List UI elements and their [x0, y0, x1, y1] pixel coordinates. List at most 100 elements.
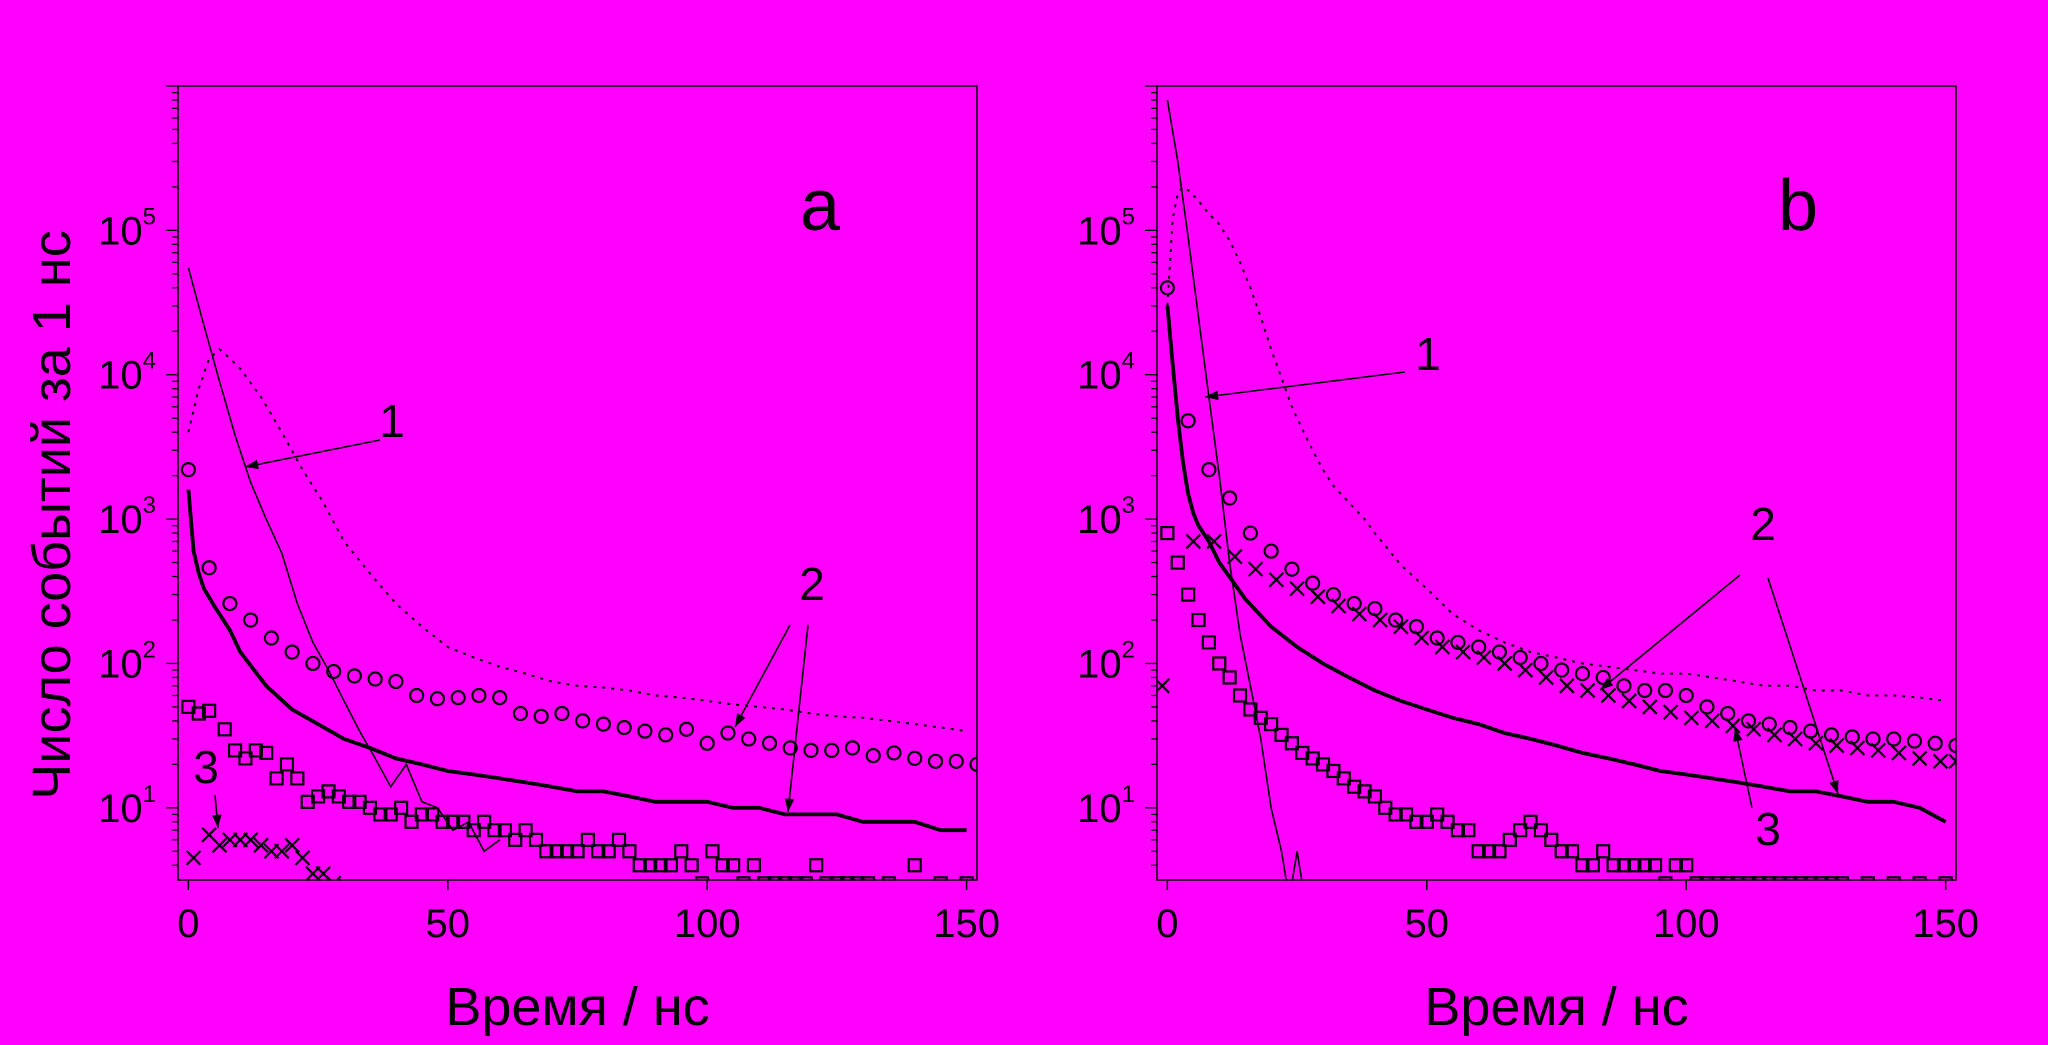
square-marker [497, 823, 512, 838]
circle-marker [1491, 644, 1508, 660]
circle-marker [243, 612, 259, 628]
square-marker [860, 876, 876, 880]
square-marker [290, 771, 305, 786]
arrowhead [245, 459, 259, 470]
square-marker [1471, 844, 1486, 859]
square-marker [1367, 789, 1383, 804]
cross-marker [1948, 753, 1956, 770]
square-marker [539, 844, 554, 859]
circle-marker [720, 725, 736, 741]
square-marker [1824, 876, 1839, 880]
square-marker [1388, 807, 1403, 822]
cross-marker [1891, 745, 1907, 761]
cross-marker [1289, 580, 1305, 597]
cross-marker [1185, 533, 1202, 550]
annotation-arrow [1734, 727, 1753, 809]
square-marker [653, 858, 668, 873]
square-marker [1803, 876, 1818, 880]
square-marker [1201, 635, 1216, 650]
square-marker [1232, 688, 1248, 703]
cross-marker [1157, 678, 1170, 694]
square-marker [1212, 656, 1227, 671]
circle-marker [699, 735, 715, 751]
circle-marker [678, 721, 695, 737]
series-dotted-line [187, 347, 967, 733]
square-marker [1762, 876, 1777, 880]
square-marker [767, 876, 782, 880]
square-marker [601, 844, 616, 859]
square-marker [342, 794, 357, 809]
square-marker [1461, 823, 1476, 838]
square-marker [1938, 876, 1953, 880]
square-marker [1544, 832, 1559, 847]
circle-marker [1657, 682, 1674, 699]
circle-marker [201, 560, 217, 576]
square-marker [487, 823, 502, 838]
square-marker [1689, 876, 1704, 880]
x-tick-label: 0 [1156, 902, 1178, 946]
circle-marker [575, 713, 591, 729]
square-marker [1336, 771, 1351, 786]
square-marker [456, 814, 471, 829]
cross-marker [1413, 630, 1430, 646]
square-marker [404, 814, 419, 829]
cross-marker [1849, 740, 1866, 756]
cross-marker [1683, 710, 1700, 726]
y-tick-label: 105 [1077, 203, 1135, 253]
annotation-arrow [1599, 574, 1741, 691]
square-marker [632, 858, 647, 873]
square-marker [1710, 876, 1725, 880]
square-marker [933, 876, 948, 880]
square-marker [1658, 876, 1673, 880]
circle-marker [554, 705, 570, 722]
square-marker [1191, 612, 1206, 628]
curve-annotation-label: 3 [1755, 803, 1781, 855]
circle-marker [1720, 705, 1736, 722]
circle-marker [1533, 655, 1549, 672]
series-thick-line [1165, 305, 1947, 824]
cross-marker [1766, 727, 1783, 743]
circle-marker [1906, 733, 1923, 749]
cross-marker [1310, 588, 1326, 605]
x-axis-label: Время / нс [1424, 977, 1688, 1037]
square-marker [238, 751, 253, 766]
square-marker [1886, 876, 1901, 880]
square-marker [580, 832, 595, 847]
square-marker [809, 858, 824, 873]
cross-marker [284, 837, 300, 854]
square-marker [259, 745, 274, 761]
square-marker [1170, 555, 1185, 570]
panel-letter: a [800, 166, 841, 246]
square-marker [643, 858, 658, 873]
square-marker [674, 844, 689, 859]
square-marker [788, 876, 803, 880]
circle-marker [1927, 735, 1943, 751]
plot-frame [1156, 85, 1957, 881]
series-thick-line [186, 489, 967, 833]
y-tick-label: 104 [98, 348, 156, 398]
circle-marker [1284, 561, 1300, 577]
arrowhead [735, 713, 746, 727]
circle-marker [367, 671, 383, 687]
square-marker [508, 832, 523, 847]
circle-marker [1201, 462, 1217, 478]
circle-marker [782, 740, 798, 756]
square-marker [435, 814, 450, 829]
annotation-arrow [244, 439, 381, 468]
square-marker [393, 800, 409, 815]
square-marker [1222, 670, 1237, 685]
square-marker [279, 757, 295, 772]
circle-marker [346, 668, 363, 684]
arrowhead [1829, 780, 1839, 794]
circle-marker [1595, 669, 1611, 686]
square-marker [570, 844, 585, 859]
square-marker [1398, 807, 1414, 822]
y-axis-label: Число событий за 1 нс [22, 230, 82, 799]
cross-marker [1247, 561, 1264, 577]
annotation-arrow [1204, 371, 1406, 398]
y-tick-label: 105 [98, 203, 156, 253]
square-marker [560, 844, 575, 859]
arrowhead [1600, 677, 1614, 690]
square-marker [798, 876, 813, 880]
square-marker [1533, 823, 1549, 838]
